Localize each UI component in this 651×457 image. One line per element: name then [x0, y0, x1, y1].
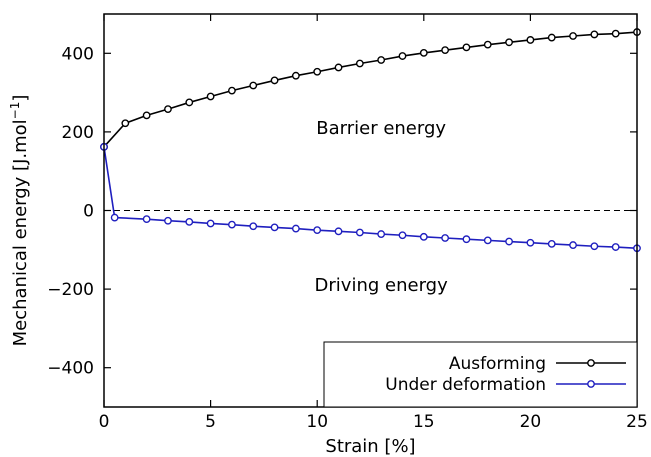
x-tick-label: 15: [413, 412, 435, 432]
y-axis-title-main: Mechanical energy [J.mol: [10, 119, 31, 346]
data-point-under-deformation: [569, 241, 577, 249]
x-tick-label: 0: [99, 412, 110, 432]
y-tick-label: 200: [62, 123, 94, 143]
data-point-ausforming: [419, 49, 428, 57]
data-point-under-deformation: [590, 242, 599, 251]
data-point-ausforming: [611, 29, 620, 38]
data-point-ausforming: [270, 76, 279, 85]
data-point-ausforming: [590, 30, 599, 39]
data-point-under-deformation: [270, 223, 279, 232]
legend: Ausforming Under deformation: [323, 341, 638, 408]
y-axis-title-close: ]: [10, 95, 31, 102]
data-point-under-deformation: [249, 222, 258, 231]
data-point-under-deformation: [110, 213, 119, 222]
legend-marker-ausforming: [587, 359, 595, 367]
data-point-ausforming: [526, 36, 535, 44]
data-point-ausforming: [505, 38, 513, 47]
data-point-under-deformation: [334, 227, 343, 236]
data-point-under-deformation: [398, 231, 407, 240]
data-point-ausforming: [185, 98, 194, 107]
legend-label-ausforming: Ausforming: [449, 354, 546, 374]
data-point-ausforming: [483, 40, 492, 49]
data-point-under-deformation: [377, 230, 386, 238]
y-tick-label: 400: [62, 44, 94, 64]
data-point-ausforming: [398, 52, 407, 60]
data-point-ausforming: [313, 67, 322, 76]
y-axis-title: Mechanical energy [J.mol−1]: [8, 95, 31, 347]
x-tick-label: 25: [626, 412, 648, 432]
data-point-ausforming: [377, 56, 386, 64]
x-tick-label: 20: [520, 412, 542, 432]
plot-layer: [100, 28, 641, 253]
data-point-ausforming: [121, 119, 130, 128]
data-point-under-deformation: [142, 215, 151, 224]
data-point-ausforming: [228, 86, 236, 95]
data-point-ausforming: [291, 71, 300, 80]
data-point-ausforming: [355, 59, 364, 68]
y-tick-label: −400: [47, 359, 94, 379]
data-point-ausforming: [547, 33, 556, 42]
data-point-under-deformation: [611, 243, 620, 251]
data-point-ausforming: [249, 81, 258, 90]
x-tick-label: 5: [205, 412, 216, 432]
data-point-under-deformation: [419, 232, 428, 241]
data-point-ausforming: [462, 43, 471, 52]
data-point-under-deformation: [355, 228, 364, 237]
y-tick-label: −200: [47, 280, 94, 300]
data-point-under-deformation: [228, 220, 236, 229]
legend-marker-under-deformation: [587, 380, 595, 388]
data-point-under-deformation: [526, 238, 535, 247]
y-tick-label: 0: [83, 202, 94, 222]
ticks-layer: 0 5 10 15 20 25 −400 −200 0 200 400: [47, 14, 648, 432]
data-point-under-deformation: [291, 224, 300, 233]
annotation-driving-energy: Driving energy: [315, 275, 449, 296]
data-point-under-deformation: [462, 235, 471, 244]
data-point-ausforming: [441, 46, 450, 55]
legend-label-under-deformation: Under deformation: [385, 375, 546, 395]
data-point-ausforming: [164, 105, 172, 114]
data-point-under-deformation: [505, 237, 513, 246]
data-point-under-deformation: [547, 240, 556, 248]
data-point-ausforming: [142, 111, 151, 120]
data-point-under-deformation: [206, 219, 215, 228]
data-point-under-deformation: [483, 236, 492, 245]
data-point-ausforming: [334, 63, 343, 72]
data-point-ausforming: [569, 32, 577, 40]
series-line-under-deformation: [103, 146, 638, 250]
legend-box: [323, 341, 638, 408]
x-tick-label: 10: [306, 412, 328, 432]
y-axis-title-superscript: −1: [8, 102, 22, 120]
data-point-ausforming: [206, 92, 215, 101]
x-axis-title: Strain [%]: [325, 436, 415, 457]
annotation-barrier-energy: Barrier energy: [316, 118, 446, 139]
data-point-under-deformation: [441, 234, 450, 242]
data-point-under-deformation: [185, 217, 194, 226]
data-point-under-deformation: [164, 216, 172, 225]
data-point-under-deformation: [313, 226, 322, 235]
